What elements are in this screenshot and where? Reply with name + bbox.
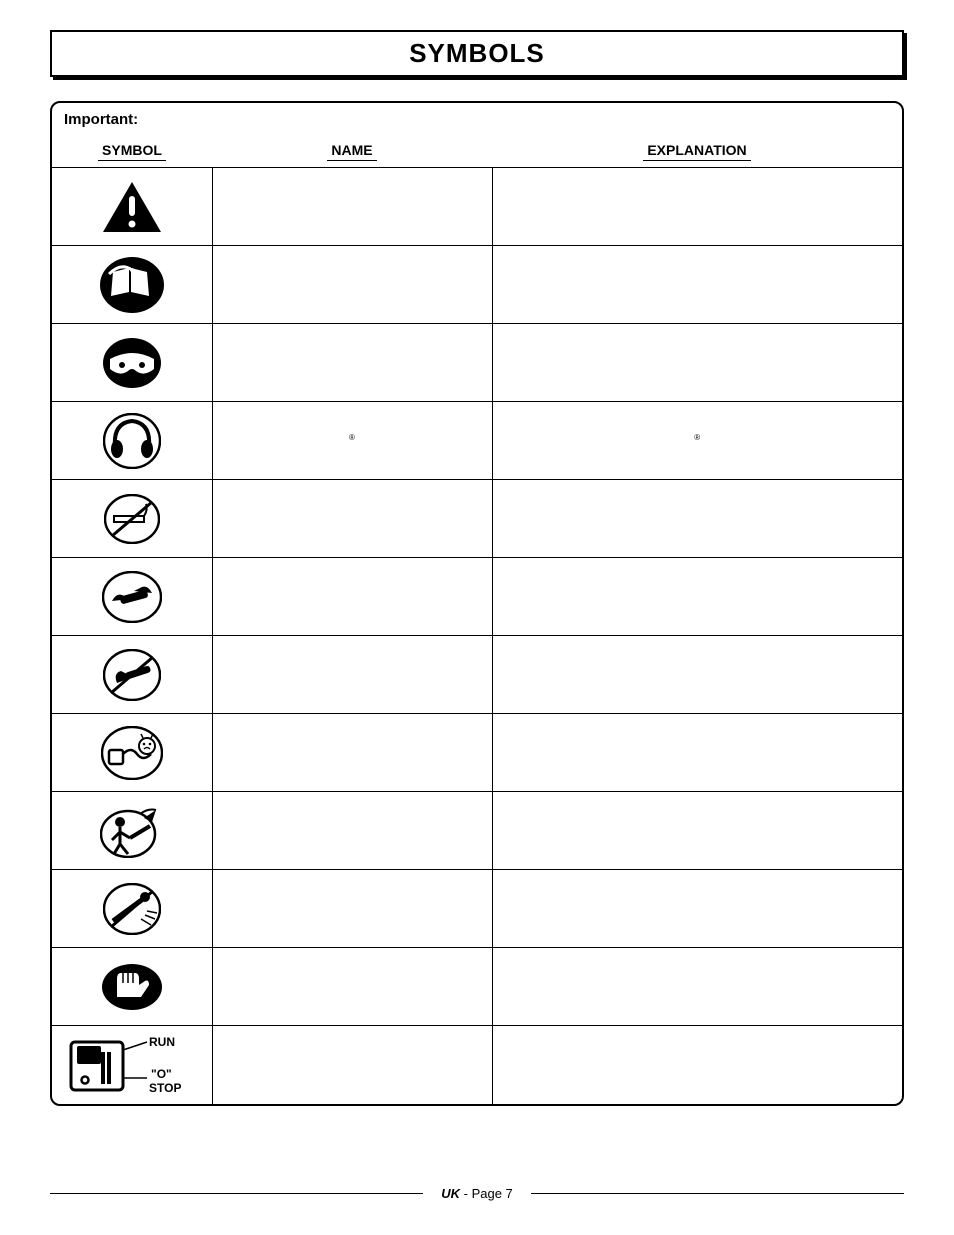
footer-rule-left bbox=[50, 1193, 423, 1194]
explanation-cell bbox=[492, 948, 902, 1026]
explanation-cell bbox=[492, 714, 902, 792]
svg-text:RUN: RUN bbox=[149, 1035, 175, 1049]
table-row bbox=[52, 324, 902, 402]
page-title-box: SYMBOLS bbox=[50, 30, 904, 77]
page-title: SYMBOLS bbox=[52, 38, 902, 69]
symbols-table-box: Important: SYMBOL NAME EXPLANATION bbox=[50, 101, 904, 1106]
name-cell bbox=[212, 1026, 492, 1105]
run-stop-switch-icon: RUN "O" STOP bbox=[62, 1032, 202, 1098]
header-name: NAME bbox=[212, 142, 492, 168]
name-cell bbox=[212, 246, 492, 324]
name-cell bbox=[212, 792, 492, 870]
header-explanation: EXPLANATION bbox=[492, 142, 902, 168]
name-cell bbox=[212, 636, 492, 714]
name-cell bbox=[212, 948, 492, 1026]
bar-nose-contact-cell bbox=[52, 870, 212, 948]
run-stop-switch-cell: RUN "O" STOP bbox=[52, 1026, 212, 1105]
table-row: ®® bbox=[52, 402, 902, 480]
read-manual-cell bbox=[52, 246, 212, 324]
name-cell bbox=[212, 558, 492, 636]
name-cell: ® bbox=[212, 402, 492, 480]
name-cell bbox=[212, 870, 492, 948]
one-hand-no-cell bbox=[52, 636, 212, 714]
registered-mark: ® bbox=[349, 433, 355, 442]
header-symbol: SYMBOL bbox=[52, 142, 212, 168]
explanation-cell bbox=[492, 1026, 902, 1105]
explanation-cell bbox=[492, 558, 902, 636]
hearing-protection-icon bbox=[62, 413, 202, 469]
explanation-cell bbox=[492, 792, 902, 870]
footer-rule-right bbox=[531, 1193, 904, 1194]
table-row bbox=[52, 870, 902, 948]
table-row bbox=[52, 948, 902, 1026]
bar-nose-contact-icon bbox=[62, 883, 202, 935]
explanation-cell bbox=[492, 636, 902, 714]
registered-mark: ® bbox=[694, 433, 700, 442]
page-footer: UK - Page 7 bbox=[50, 1186, 904, 1201]
name-cell bbox=[212, 168, 492, 246]
eye-protection-cell bbox=[52, 324, 212, 402]
name-cell bbox=[212, 480, 492, 558]
svg-text:STOP: STOP bbox=[149, 1081, 181, 1095]
kickback-cell bbox=[52, 792, 212, 870]
explanation-cell bbox=[492, 870, 902, 948]
table-row bbox=[52, 168, 902, 246]
both-hands-icon bbox=[62, 571, 202, 623]
carbon-monoxide-cell bbox=[52, 714, 212, 792]
table-row: RUN "O" STOP bbox=[52, 1026, 902, 1105]
explanation-cell bbox=[492, 480, 902, 558]
eye-protection-icon bbox=[62, 337, 202, 389]
table-row bbox=[52, 480, 902, 558]
table-row bbox=[52, 792, 902, 870]
no-smoking-icon bbox=[62, 494, 202, 544]
carbon-monoxide-icon bbox=[62, 726, 202, 780]
table-row bbox=[52, 246, 902, 324]
explanation-cell: ® bbox=[492, 402, 902, 480]
explanation-cell bbox=[492, 246, 902, 324]
read-manual-icon bbox=[62, 256, 202, 314]
one-hand-no-icon bbox=[62, 649, 202, 701]
both-hands-cell bbox=[52, 558, 212, 636]
explanation-cell bbox=[492, 324, 902, 402]
symbols-table: SYMBOL NAME EXPLANATION bbox=[52, 142, 902, 1104]
gloves-icon bbox=[62, 963, 202, 1011]
hearing-protection-cell bbox=[52, 402, 212, 480]
alert-triangle-cell bbox=[52, 168, 212, 246]
name-cell bbox=[212, 324, 492, 402]
alert-triangle-icon bbox=[62, 180, 202, 234]
name-cell bbox=[212, 714, 492, 792]
explanation-cell bbox=[492, 168, 902, 246]
footer-text: UK - Page 7 bbox=[441, 1186, 513, 1201]
kickback-icon bbox=[62, 804, 202, 858]
table-row bbox=[52, 636, 902, 714]
important-label: Important: bbox=[52, 111, 902, 142]
svg-text:"O": "O" bbox=[151, 1067, 172, 1081]
gloves-cell bbox=[52, 948, 212, 1026]
no-smoking-cell bbox=[52, 480, 212, 558]
table-row bbox=[52, 558, 902, 636]
table-row bbox=[52, 714, 902, 792]
